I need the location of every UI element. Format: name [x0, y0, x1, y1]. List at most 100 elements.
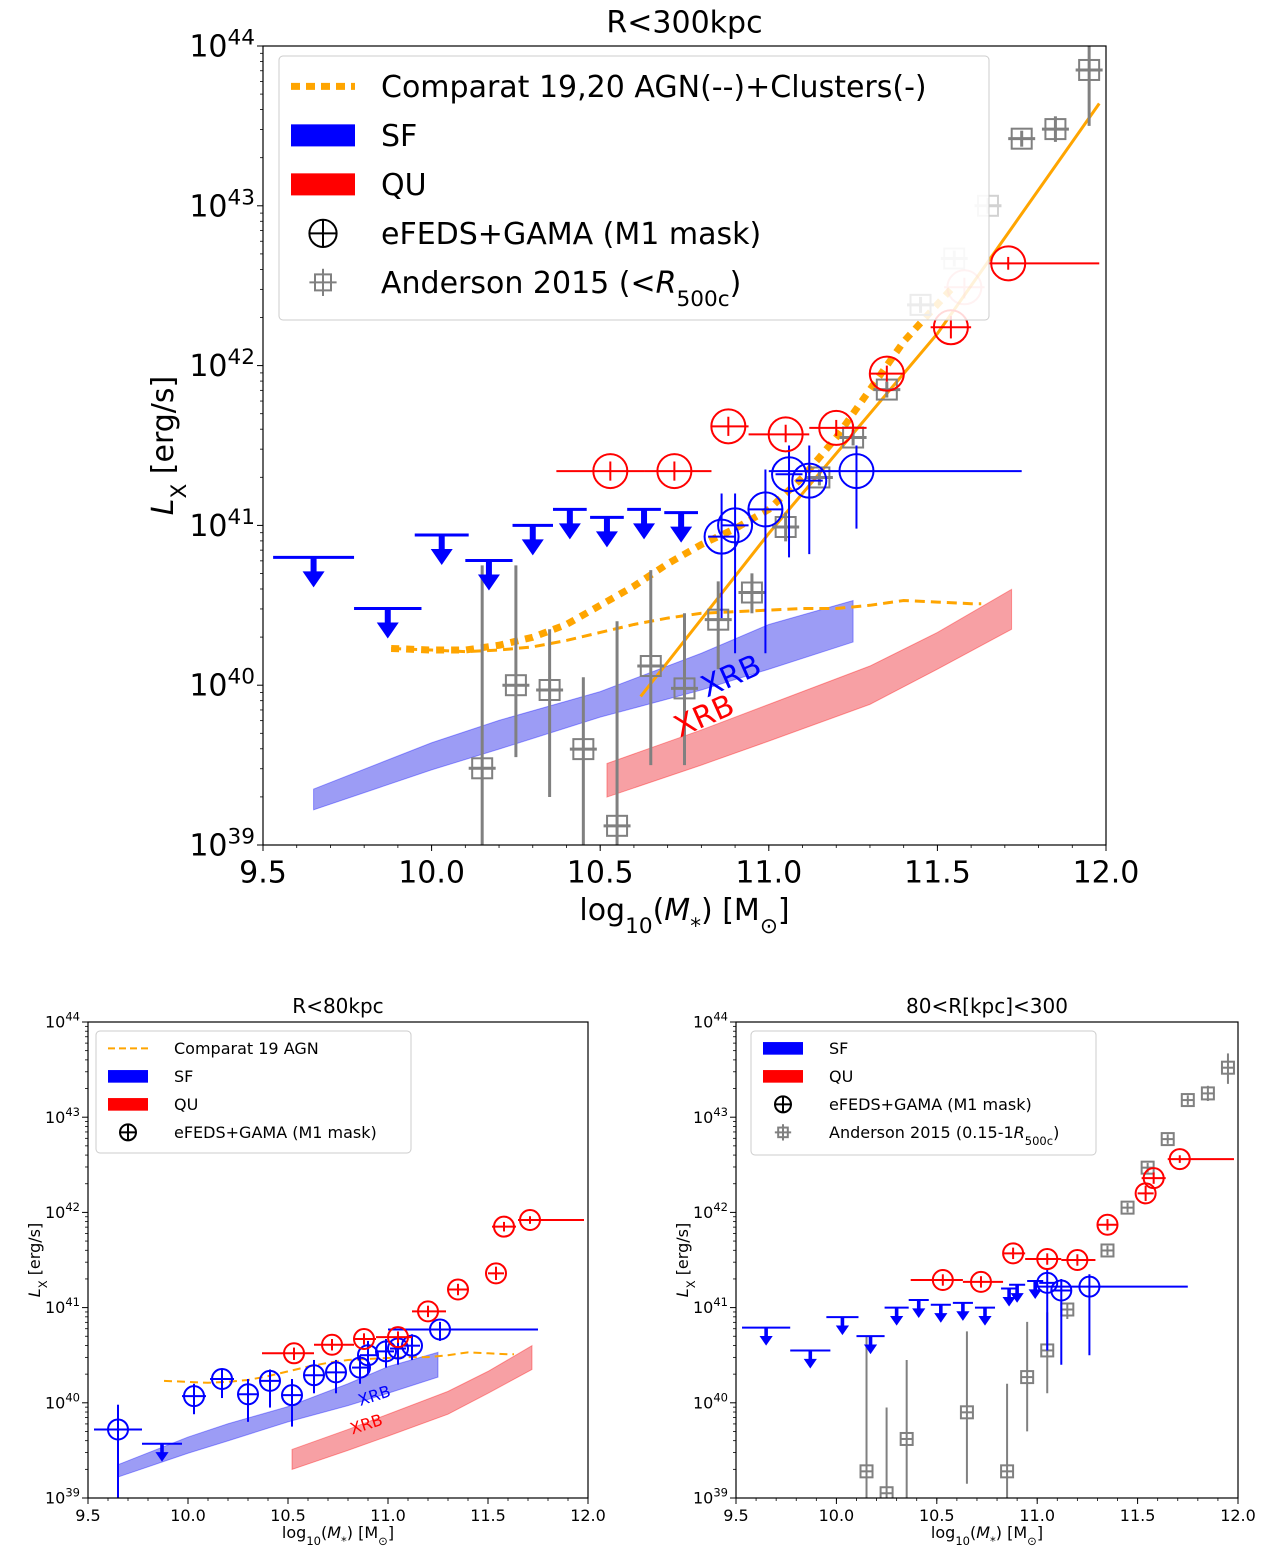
x-tick-label: 11.0	[1019, 1506, 1055, 1525]
sf-point	[281, 1379, 303, 1427]
legend-label: eFEDS+GAMA (M1 mask)	[381, 217, 761, 252]
comparat-total-line	[390, 283, 957, 654]
sf-point	[210, 1368, 234, 1399]
sf-upper-limit	[512, 523, 553, 556]
legend-label: eFEDS+GAMA (M1 mask)	[829, 1095, 1032, 1114]
sf-point	[325, 1359, 347, 1394]
qu-point	[644, 453, 712, 490]
legend-swatch	[291, 173, 355, 196]
x-axis-label: log10(M*) [M⊙]	[282, 1523, 394, 1548]
legend-box	[278, 55, 990, 321]
anderson-point	[1075, 46, 1103, 126]
legend: Comparat 19 AGN SF QU eFEDS+GAMA (M1 mask)	[95, 1030, 412, 1154]
y-tick-label: 1040	[45, 1390, 80, 1412]
x-tick-label: 10.0	[170, 1506, 206, 1525]
plot-area	[94, 1209, 584, 1498]
sf-point	[388, 1318, 538, 1341]
sf-point	[94, 1404, 142, 1498]
qu-point	[1096, 1213, 1119, 1236]
y-tick-label: 1041	[189, 504, 255, 544]
legend-label: QU	[829, 1067, 853, 1086]
legend-item-anderson: Anderson 2015 (<R500c)	[309, 266, 741, 311]
qu-point	[1134, 1182, 1157, 1205]
legend-item-qu: QU	[108, 1095, 198, 1114]
sf-upper-limit	[627, 507, 661, 540]
chart-title: R<80kpc	[292, 994, 383, 1018]
anderson-point	[899, 1359, 914, 1498]
qu-point	[556, 453, 645, 490]
y-tick-label: 1043	[693, 1105, 728, 1127]
anderson-point	[468, 565, 496, 845]
qu-point	[910, 1268, 963, 1291]
anderson-point	[1020, 1321, 1035, 1432]
legend-item-comparat: Comparat 19,20 AGN(--)+Clusters(-)	[291, 70, 927, 105]
sf-point	[747, 469, 784, 654]
legend-item-sf: SF	[291, 119, 417, 154]
x-tick-label: 12.0	[1220, 1506, 1256, 1525]
sf-upper-limit	[856, 1335, 885, 1355]
legend-item-sf: SF	[108, 1067, 193, 1086]
legend-label: QU	[381, 168, 427, 203]
legend-item-comparat_agn: Comparat 19 AGN	[108, 1039, 319, 1058]
legend-item-sf: SF	[763, 1039, 848, 1058]
anderson-point	[1060, 1302, 1075, 1320]
qu-point	[485, 1262, 507, 1285]
sf-upper-limit	[742, 1326, 791, 1346]
sf-upper-limit	[354, 606, 422, 639]
plot-frame	[735, 1021, 1239, 1499]
anderson-point	[879, 1407, 894, 1498]
y-tick-label: 1044	[189, 25, 255, 65]
sf-upper-limit	[974, 1306, 996, 1326]
anderson-point	[1008, 127, 1036, 150]
legend: Comparat 19,20 AGN(--)+Clusters(-) SF QU eF…	[278, 55, 990, 321]
legend: SF QU eFEDS+GAMA (M1 mask) Anderson 2015 (0…	[750, 1030, 1097, 1156]
anderson-point	[859, 1336, 874, 1498]
y-tick-label: 1041	[45, 1295, 80, 1317]
qu-point	[412, 1300, 446, 1323]
sf-upper-limit	[1027, 1279, 1044, 1299]
y-tick-label: 1041	[693, 1295, 728, 1317]
qu-point	[492, 1215, 516, 1238]
x-tick-label: 9.5	[723, 1506, 748, 1525]
anderson-point	[1041, 116, 1069, 142]
qu-point	[1025, 1248, 1062, 1271]
legend-label: QU	[174, 1095, 198, 1114]
legend-swatch	[108, 1098, 148, 1111]
sf-point	[791, 445, 828, 555]
chart-title: 80<R[kpc]<300	[906, 994, 1068, 1018]
legend-item-qu: QU	[291, 168, 427, 203]
anderson-point	[603, 621, 631, 845]
x-tick-label: 11.5	[470, 1506, 506, 1525]
anderson-point	[1120, 1200, 1135, 1215]
legend-swatch	[291, 124, 355, 147]
qu-point	[710, 408, 749, 445]
plot-frame	[262, 45, 1107, 846]
sf-point	[357, 1340, 379, 1375]
x-axis-label: log10(M*) [M⊙]	[931, 1523, 1043, 1548]
legend-swatch	[763, 1042, 803, 1055]
anderson-point	[536, 629, 564, 798]
legend-item-efeds: eFEDS+GAMA (M1 mask)	[119, 1123, 377, 1142]
legend-item-efeds: eFEDS+GAMA (M1 mask)	[774, 1095, 1032, 1114]
legend-item-qu: QU	[763, 1067, 853, 1086]
y-tick-label: 1042	[45, 1200, 80, 1222]
y-tick-label: 1044	[693, 1010, 728, 1032]
sf-point	[237, 1379, 259, 1422]
x-tick-label: 11.0	[370, 1506, 406, 1525]
anderson-point	[637, 570, 665, 766]
x-tick-label: 10.5	[567, 856, 634, 891]
qu-point	[314, 1333, 354, 1356]
legend-label: Comparat 19,20 AGN(--)+Clusters(-)	[381, 70, 927, 105]
chart-panel-3: 9.5 10.0 10.5 11.0 11.5 12.0 1039 1040 1041 1042 1…	[673, 994, 1256, 1548]
qu-band-xrb	[291, 1344, 533, 1471]
sf-upper-limit	[908, 1298, 929, 1318]
y-tick-label: 1039	[693, 1486, 728, 1508]
qu-point	[962, 1270, 1004, 1293]
qu-point	[809, 409, 867, 446]
sf-point	[303, 1359, 325, 1394]
sf-point	[182, 1383, 206, 1415]
qu-point	[1061, 1249, 1096, 1271]
